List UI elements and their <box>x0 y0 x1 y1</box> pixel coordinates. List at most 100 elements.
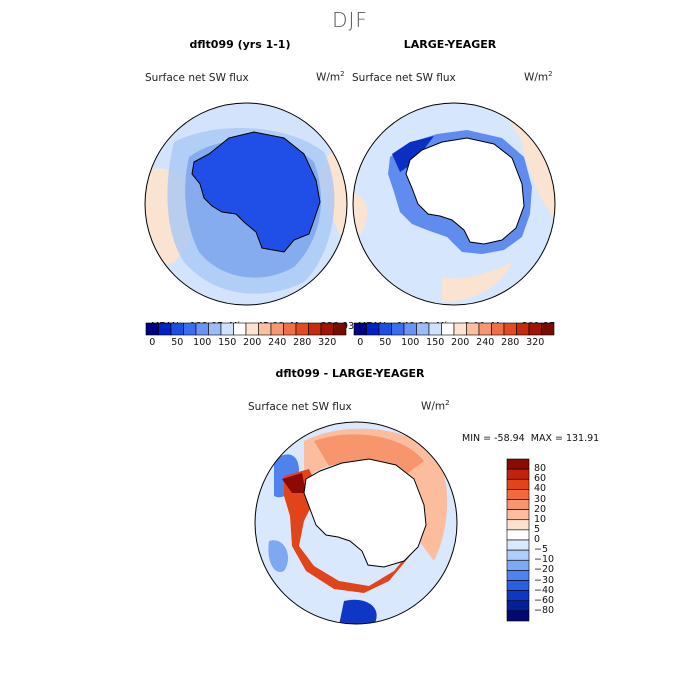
panel-1-map <box>144 102 348 306</box>
panel-2-units-base: W/m <box>524 71 549 84</box>
colorbar-swatch <box>506 570 530 581</box>
colorbar-tick-label: 50 <box>171 337 184 348</box>
colorbar-swatch <box>258 322 272 336</box>
panel-3-units: W/m2 <box>421 399 450 413</box>
colorbar-swatch <box>416 322 430 336</box>
panel-1-title: dflt099 (yrs 1-1) <box>189 38 291 51</box>
colorbar-level-label: −20 <box>534 564 555 576</box>
colorbar-level-label: −10 <box>534 554 555 566</box>
colorbar-swatch <box>295 322 309 336</box>
panel-3-colorbar <box>506 458 530 622</box>
colorbar-level-label: 5 <box>534 523 541 535</box>
colorbar-tick-label: 50 <box>379 337 392 348</box>
colorbar-tick-label: 320 <box>526 337 545 348</box>
colorbar-swatch <box>506 499 530 510</box>
colorbar-swatch <box>170 322 184 336</box>
colorbar-tick-label: 150 <box>426 337 445 348</box>
panel-3-map <box>254 421 458 625</box>
colorbar-swatch <box>506 509 530 521</box>
colorbar-level-label: −5 <box>534 544 549 556</box>
colorbar-swatch <box>491 322 505 336</box>
panel-3-coast-hot <box>282 473 306 493</box>
colorbar-swatch <box>283 322 297 336</box>
colorbar-tick-label: 150 <box>218 337 237 348</box>
panel-3-units-exp: 2 <box>445 399 450 407</box>
colorbar-level-label: 0 <box>534 534 541 545</box>
colorbar-swatch <box>506 590 530 602</box>
colorbar-swatch <box>506 600 530 612</box>
colorbar-swatch <box>183 322 197 336</box>
panel-2-title: LARGE-YEAGER <box>403 38 497 51</box>
colorbar-tick-label: 200 <box>243 337 262 348</box>
colorbar-tick-label: 280 <box>293 337 312 348</box>
colorbar-swatch <box>506 489 530 500</box>
colorbar-swatch <box>516 322 530 336</box>
panel-2-map <box>352 102 556 306</box>
colorbar-swatch <box>453 322 467 336</box>
colorbar-level-label: 30 <box>534 493 547 505</box>
panel-3-colorbar-labels: 80 60 40 30 20 10 5 0 −5 −10 −20 −30 −40 −60 −80 <box>534 459 574 621</box>
colorbar-swatch <box>466 322 480 336</box>
colorbar-swatch <box>320 322 334 336</box>
colorbar-level-label: −40 <box>534 584 555 596</box>
colorbar-tick-label: 280 <box>501 337 520 348</box>
colorbar-swatch <box>506 580 530 591</box>
panel-2-colorbar <box>353 322 555 336</box>
panel-2-units: W/m2 <box>524 70 553 84</box>
colorbar-swatch <box>245 322 259 336</box>
colorbar-level-label: 80 <box>534 463 547 475</box>
colorbar-swatch <box>391 322 405 336</box>
panel-1-colorbar-labels: 0 50 100 150 200 240 280 320 <box>146 337 346 349</box>
colorbar-swatch <box>506 559 530 571</box>
panel-1-units-base: W/m <box>316 71 341 84</box>
colorbar-swatch <box>441 322 455 336</box>
panel-2-frame <box>352 102 556 306</box>
panel-3-variable: Surface net SW flux <box>248 401 352 413</box>
panel-2-colorbar-labels: 0 50 100 150 200 240 280 320 <box>354 337 554 349</box>
colorbar-level-label: −80 <box>534 604 555 616</box>
colorbar-swatch <box>506 549 530 561</box>
figure-title: DJF <box>332 8 368 32</box>
panel-1-units: W/m2 <box>316 70 345 84</box>
panel-2-variable: Surface net SW flux <box>352 72 456 84</box>
panel-1-colorbar <box>145 322 347 336</box>
colorbar-swatch <box>333 322 347 336</box>
colorbar-tick-label: 0 <box>357 337 364 348</box>
panel-1-variable: Surface net SW flux <box>145 72 249 84</box>
colorbar-level-label: −30 <box>534 574 555 586</box>
colorbar-swatch <box>233 322 247 336</box>
colorbar-swatch <box>528 322 542 336</box>
colorbar-swatch <box>366 322 380 336</box>
colorbar-swatch <box>541 322 555 336</box>
colorbar-swatch <box>208 322 222 336</box>
colorbar-swatch <box>145 322 159 336</box>
colorbar-level-label: 60 <box>534 473 547 485</box>
panel-1-units-exp: 2 <box>340 70 345 78</box>
panel-3-units-base: W/m <box>421 400 446 413</box>
colorbar-swatch <box>506 610 530 622</box>
panel-1-frame <box>144 102 348 306</box>
panel-2-units-exp: 2 <box>548 70 553 78</box>
colorbar-tick-label: 0 <box>149 337 156 348</box>
colorbar-swatch <box>506 529 530 541</box>
panel-2-antarctica <box>405 137 525 245</box>
colorbar-swatch <box>270 322 284 336</box>
colorbar-swatch <box>503 322 517 336</box>
colorbar-level-label: −60 <box>534 594 555 606</box>
colorbar-swatch <box>506 468 530 480</box>
panel-3-cold-patch <box>339 599 377 624</box>
colorbar-swatch <box>403 322 417 336</box>
colorbar-level-label: 20 <box>534 503 547 515</box>
colorbar-swatch <box>220 322 234 336</box>
colorbar-swatch <box>353 322 367 336</box>
panel-3-frame <box>254 421 458 625</box>
panel-3-cold-patch <box>268 540 289 572</box>
panel-3-minmax: MIN = -58.94 MAX = 131.91 <box>462 433 600 444</box>
colorbar-swatch <box>195 322 209 336</box>
colorbar-swatch <box>378 322 392 336</box>
colorbar-tick-label: 200 <box>451 337 470 348</box>
panel-2-warm-region <box>442 262 512 302</box>
colorbar-tick-label: 240 <box>476 337 495 348</box>
colorbar-swatch <box>308 322 322 336</box>
panel-1-antarctica <box>191 131 321 253</box>
